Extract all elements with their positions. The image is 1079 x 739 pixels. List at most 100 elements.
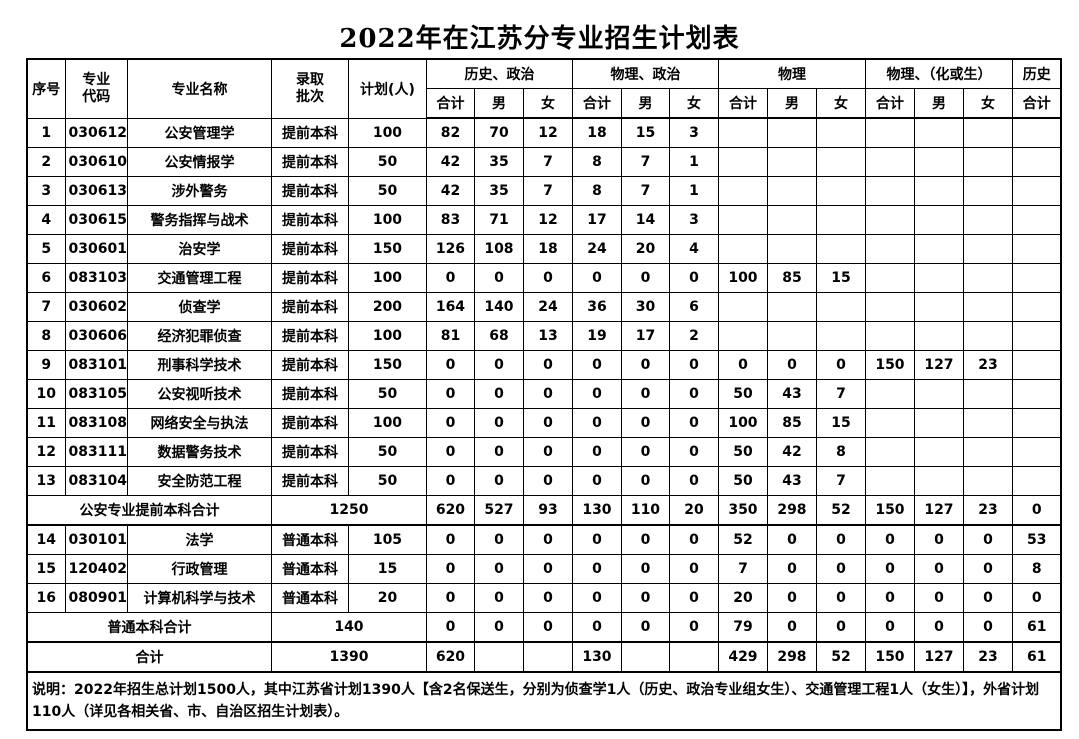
table-row: 14 030101 法学 普通本科 105 0 0 0 0 0 0 52 0 0 0 0 0 53: [26, 524, 1062, 555]
summary-value: 0: [962, 612, 1013, 643]
value-cell: 19: [571, 321, 622, 351]
plan-count: 100: [347, 117, 427, 148]
summary-value: 0: [473, 612, 524, 643]
summary-value: 110: [620, 495, 670, 526]
admission-batch: 提前本科: [270, 408, 349, 438]
table-row: 16 080901 计算机科学与技术 普通本科 20 0 0 0 0 0 0 20 0 0 0 0 0 0: [26, 583, 1062, 613]
value-cell: [864, 437, 915, 467]
value-cell: [913, 263, 964, 293]
value-cell: [864, 234, 915, 264]
value-cell: 0: [571, 350, 622, 380]
value-cell: [717, 321, 768, 351]
major-code: 030610: [64, 147, 128, 177]
value-cell: [717, 176, 768, 206]
value-cell: [766, 321, 817, 351]
value-cell: 0: [522, 379, 573, 409]
summary-value: 0: [668, 612, 719, 643]
major-code: 030615: [64, 205, 128, 235]
value-cell: 0: [571, 408, 622, 438]
value-cell: [864, 176, 915, 206]
value-cell: 0: [766, 583, 817, 613]
header-name: 专业名称: [126, 58, 272, 119]
major-name: 涉外警务: [126, 176, 272, 206]
plan-count: 150: [347, 350, 427, 380]
value-cell: 0: [620, 583, 670, 613]
value-cell: 0: [620, 263, 670, 293]
value-cell: [1011, 408, 1062, 438]
row-number: 7: [26, 292, 66, 322]
value-cell: 0: [571, 437, 622, 467]
summary-plan: 1390: [270, 641, 427, 673]
value-cell: 6: [668, 292, 719, 322]
value-cell: [962, 117, 1013, 148]
note-row: 说明：2022年招生总计划1500人，其中江苏省计划1390人【含2名保送生，分…: [26, 671, 1062, 731]
major-code: 083104: [64, 466, 128, 496]
value-cell: 36: [571, 292, 622, 322]
summary-value: 130: [571, 495, 622, 526]
value-cell: 8: [1011, 554, 1062, 584]
value-cell: 0: [473, 554, 524, 584]
table-row: 3 030613 涉外警务 提前本科 50 42 35 7 8 7 1: [26, 176, 1062, 206]
summary-value: 0: [425, 612, 475, 643]
major-name: 侦查学: [126, 292, 272, 322]
value-cell: 0: [766, 350, 817, 380]
value-cell: [766, 234, 817, 264]
summary-value: 150: [864, 495, 915, 526]
value-cell: 71: [473, 205, 524, 235]
value-cell: 7: [717, 554, 768, 584]
value-cell: 0: [620, 437, 670, 467]
table-row: 10 083105 公安视听技术 提前本科 50 0 0 0 0 0 0 50 43 7: [26, 379, 1062, 409]
value-cell: 0: [668, 350, 719, 380]
value-cell: 0: [571, 524, 622, 555]
admission-batch: 提前本科: [270, 466, 349, 496]
subheader-11: 女: [962, 88, 1013, 119]
value-cell: 1: [668, 147, 719, 177]
admission-batch: 提前本科: [270, 292, 349, 322]
value-cell: 0: [473, 437, 524, 467]
plan-count: 105: [347, 524, 427, 555]
header-no: 序号: [26, 58, 66, 119]
value-cell: 35: [473, 147, 524, 177]
value-cell: 150: [864, 350, 915, 380]
value-cell: 18: [522, 234, 573, 264]
value-cell: 7: [620, 147, 670, 177]
value-cell: 0: [425, 263, 475, 293]
value-cell: [864, 466, 915, 496]
row-number: 10: [26, 379, 66, 409]
summary-value: 150: [864, 641, 915, 673]
value-cell: 14: [620, 205, 670, 235]
value-cell: 100: [717, 263, 768, 293]
value-cell: 0: [571, 466, 622, 496]
value-cell: 0: [962, 554, 1013, 584]
admission-batch: 提前本科: [270, 205, 349, 235]
row-number: 8: [26, 321, 66, 351]
row-number: 4: [26, 205, 66, 235]
value-cell: [1011, 147, 1062, 177]
value-cell: [1011, 350, 1062, 380]
value-cell: 42: [425, 176, 475, 206]
plan-count: 50: [347, 437, 427, 467]
row-number: 2: [26, 147, 66, 177]
value-cell: 0: [620, 554, 670, 584]
value-cell: [962, 292, 1013, 322]
value-cell: [864, 263, 915, 293]
value-cell: [766, 292, 817, 322]
subheader-7: 男: [766, 88, 817, 119]
value-cell: 4: [668, 234, 719, 264]
value-cell: 0: [620, 379, 670, 409]
value-cell: 0: [473, 408, 524, 438]
major-code: 083103: [64, 263, 128, 293]
value-cell: 17: [571, 205, 622, 235]
admission-batch: 普通本科: [270, 554, 349, 584]
row-number: 9: [26, 350, 66, 380]
major-name: 公安管理学: [126, 117, 272, 148]
value-cell: 24: [522, 292, 573, 322]
major-name: 安全防范工程: [126, 466, 272, 496]
value-cell: 0: [815, 554, 866, 584]
major-name: 公安视听技术: [126, 379, 272, 409]
value-cell: 20: [717, 583, 768, 613]
header-code: 专业代码: [64, 58, 128, 119]
value-cell: 0: [425, 408, 475, 438]
row-number: 6: [26, 263, 66, 293]
value-cell: 0: [473, 263, 524, 293]
